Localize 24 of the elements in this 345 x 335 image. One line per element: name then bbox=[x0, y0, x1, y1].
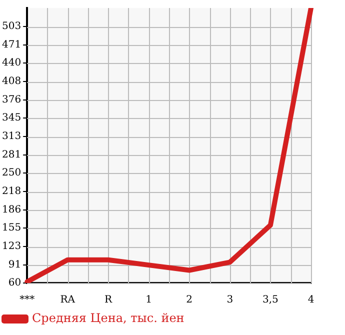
y-tick-label: 471 bbox=[2, 40, 22, 51]
x-tick-label: 1 bbox=[146, 294, 152, 306]
y-tick-label: 186 bbox=[2, 204, 22, 216]
y-tick-label: 313 bbox=[2, 131, 22, 142]
y-tick-label: 440 bbox=[2, 58, 22, 69]
x-tick-label: RA bbox=[60, 294, 76, 306]
y-tick-label: 60 bbox=[8, 278, 22, 289]
legend-label: Средняя Цена, тыс. йен bbox=[32, 311, 184, 326]
x-tick-label: *** bbox=[20, 294, 35, 306]
x-tick-label: 3 bbox=[226, 294, 234, 306]
x-tick-label: R bbox=[104, 294, 112, 306]
y-tick-label: 408 bbox=[2, 76, 22, 88]
y-tick-label: 345 bbox=[2, 112, 22, 124]
y-tick-label: 250 bbox=[2, 168, 22, 179]
y-tick-label: 155 bbox=[2, 222, 22, 234]
x-tick-label: 4 bbox=[308, 294, 314, 306]
x-tick-label: 2 bbox=[186, 294, 193, 306]
y-tick-label: 123 bbox=[2, 241, 22, 252]
y-tick-label: 91 bbox=[8, 260, 22, 271]
y-tick-label: 376 bbox=[2, 94, 22, 106]
y-tick-label: 218 bbox=[2, 186, 22, 198]
y-tick-label: 503 bbox=[2, 21, 22, 32]
y-tick-label: 281 bbox=[2, 150, 22, 161]
x-tick-label: 3,5 bbox=[262, 294, 278, 306]
